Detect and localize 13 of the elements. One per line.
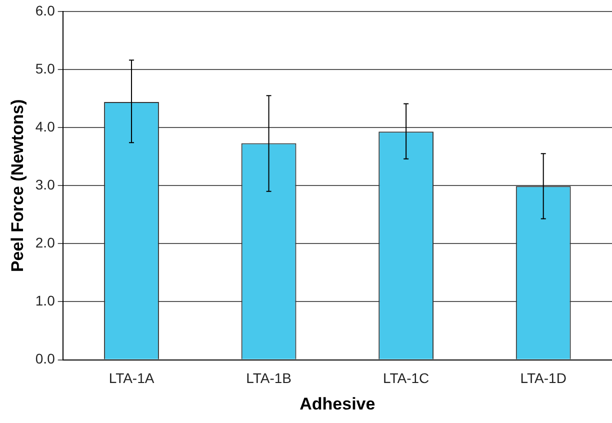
y-tick-label: 6.0 bbox=[35, 2, 56, 18]
y-tick-label: 0.0 bbox=[35, 350, 56, 367]
x-tick-label: LTA-1B bbox=[246, 370, 292, 386]
y-tick-label: 4.0 bbox=[35, 118, 56, 134]
y-tick-label: 3.0 bbox=[35, 176, 56, 192]
y-tick-label: 1.0 bbox=[35, 292, 56, 309]
y-tick-label: 5.0 bbox=[35, 60, 56, 76]
x-axis-title: Adhesive bbox=[300, 394, 376, 414]
x-tick-label: LTA-1C bbox=[382, 370, 430, 386]
y-axis-title: Peel Force (Newtons) bbox=[8, 99, 27, 272]
x-tick-label: LTA-1A bbox=[108, 370, 155, 386]
x-tick-label: LTA-1D bbox=[520, 370, 566, 386]
y-tick-label: 2.0 bbox=[35, 234, 56, 251]
